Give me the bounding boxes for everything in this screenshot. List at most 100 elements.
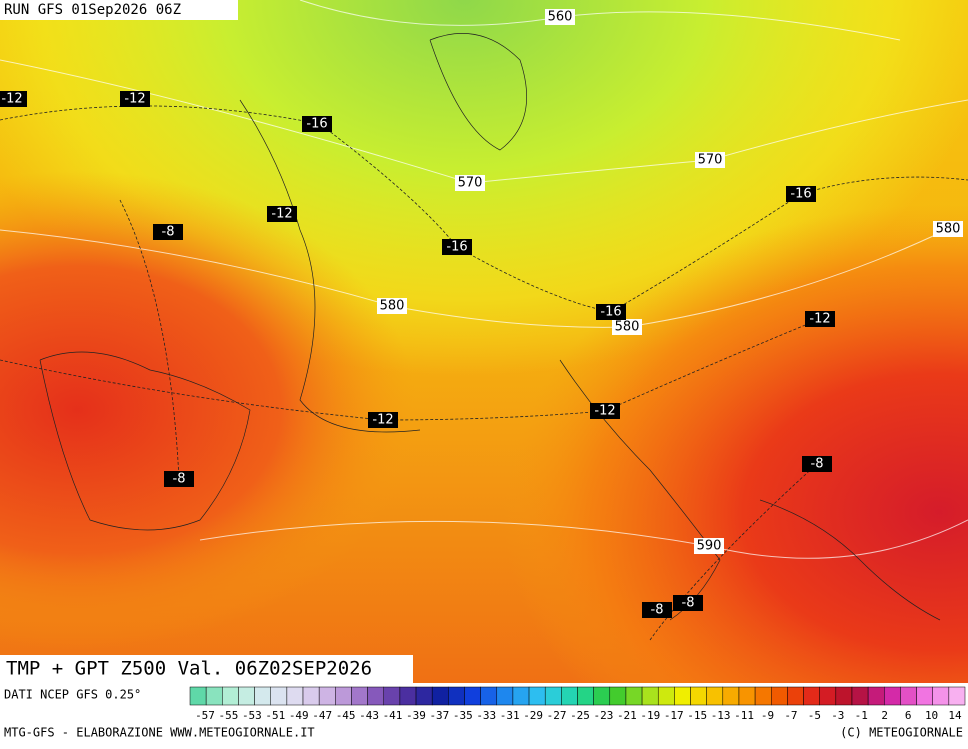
height-label-box <box>695 152 725 168</box>
colorbar-tick-label: -51 <box>265 709 285 722</box>
colorbar-tick-label: -27 <box>547 709 567 722</box>
colorbar-swatch <box>835 686 853 706</box>
colorbar-tick-label: -33 <box>476 709 496 722</box>
height-label: 560 <box>548 10 573 25</box>
height-label: 580 <box>936 222 961 237</box>
colorbar-swatch <box>222 686 239 706</box>
colorbar-swatch <box>641 686 659 706</box>
colorbar-tick-label: -21 <box>617 709 637 722</box>
height-label: 570 <box>458 176 483 191</box>
colorbar-tick-label: 10 <box>925 709 938 722</box>
temp-label: -16 <box>790 187 811 202</box>
colorbar-swatch <box>593 686 611 706</box>
height-label-box <box>694 538 724 554</box>
colorbar-swatch <box>754 686 772 706</box>
colorbar-tick-label: -35 <box>453 709 473 722</box>
colorbar-swatch <box>867 686 885 706</box>
temp-label-box <box>442 239 472 255</box>
colorbar-swatch <box>205 686 223 706</box>
colorbar-swatch <box>431 686 449 706</box>
colorbar-swatch <box>270 686 288 706</box>
colorbar-tick-label: -57 <box>195 709 215 722</box>
colorbar-swatch <box>577 686 594 706</box>
temp-label: -8 <box>162 225 175 240</box>
source-label: DATI NCEP GFS 0.25° <box>4 688 141 702</box>
height-label-box <box>455 175 485 191</box>
colorbar-tick-label: -1 <box>855 709 868 722</box>
temp-label: -16 <box>446 240 467 255</box>
colorbar-swatch <box>690 686 707 706</box>
run-label: RUN GFS 01Sep2026 06Z <box>4 2 181 18</box>
colorbar-tick-label: -37 <box>429 709 449 722</box>
copyright-label: (C) METEOGIORNALE <box>840 726 963 740</box>
colorbar-swatch <box>464 686 481 706</box>
temp-label-box <box>0 91 27 107</box>
colorbar-swatch <box>528 686 546 706</box>
temp-label: -8 <box>651 603 664 618</box>
map-title: TMP + GPT Z500 Val. 06Z02SEP2026 <box>6 658 372 680</box>
colorbar-tick-label: -11 <box>734 709 754 722</box>
colorbar-swatch <box>803 686 820 706</box>
temp-label: -12 <box>1 92 22 107</box>
temp-label: -8 <box>173 472 186 487</box>
colorbar-swatch <box>448 686 465 706</box>
header-box <box>0 0 238 20</box>
colorbar-swatch <box>383 686 401 706</box>
temp-label-box <box>120 91 150 107</box>
height-label: 570 <box>698 153 723 168</box>
colorbar-tick-label: 6 <box>905 709 912 722</box>
colorbar-swatch <box>657 686 675 706</box>
colorbar-swatch <box>722 686 740 706</box>
colorbar-swatch <box>254 686 271 706</box>
colorbar-swatch <box>706 686 724 706</box>
colorbar-swatch <box>318 686 336 706</box>
temp-label-box <box>673 595 703 611</box>
colorbar-swatch <box>561 686 578 706</box>
colorbar-swatch <box>674 686 691 706</box>
colorbar-tick-label: -13 <box>711 709 731 722</box>
title-box <box>0 655 413 683</box>
temp-label: -8 <box>811 457 824 472</box>
temp-label-box <box>805 311 835 327</box>
temp-label: -12 <box>271 207 292 222</box>
height-label-box <box>612 319 642 335</box>
colorbar-tick-label: -49 <box>289 709 309 722</box>
colorbar-swatch <box>851 686 869 706</box>
colorbar-swatch <box>819 686 837 706</box>
temp-label: -12 <box>809 312 830 327</box>
temp-label: -12 <box>124 92 145 107</box>
temp-label: -12 <box>372 413 393 428</box>
colorbar-tick-label: -41 <box>383 709 403 722</box>
colorbar-swatch <box>399 686 417 706</box>
temp-label: -12 <box>594 404 615 419</box>
temp-label-box <box>164 471 194 487</box>
temp-label: -16 <box>306 117 327 132</box>
colorbar-swatch <box>609 686 627 706</box>
colorbar-tick-label: 14 <box>948 709 962 722</box>
colorbar-tick-label: -43 <box>359 709 379 722</box>
credit-label: MTG-GFS - ELABORAZIONE WWW.METEOGIORNALE… <box>4 726 315 740</box>
colorbar-tick-label: -29 <box>523 709 543 722</box>
colorbar-tick-label: -45 <box>336 709 356 722</box>
warm-area <box>0 0 968 683</box>
colorbar: -57 -55 -53 -51 -49 -47 -45 -43 -41 -39 -37 -35 -33-… <box>189 686 966 722</box>
colorbar-swatch <box>302 686 320 706</box>
colorbar-swatch <box>738 686 756 706</box>
colorbar-swatch <box>544 686 562 706</box>
colorbar-tick-label: -39 <box>406 709 426 722</box>
colorbar-tick-label: -19 <box>640 709 660 722</box>
colorbar-swatch <box>916 686 933 706</box>
colorbar-swatch <box>771 686 788 706</box>
colorbar-tick-label: -15 <box>687 709 707 722</box>
temp-label-box <box>590 403 620 419</box>
colorbar-tick-label: -55 <box>219 709 239 722</box>
height-label-box <box>545 9 575 25</box>
colorbar-swatch <box>900 686 917 706</box>
colorbar-tick-label: -9 <box>761 709 774 722</box>
temp-label: -16 <box>600 305 621 320</box>
colorbar-tick-label: -31 <box>500 709 520 722</box>
colorbar-swatch <box>884 686 901 706</box>
colorbar-swatch <box>286 686 304 706</box>
